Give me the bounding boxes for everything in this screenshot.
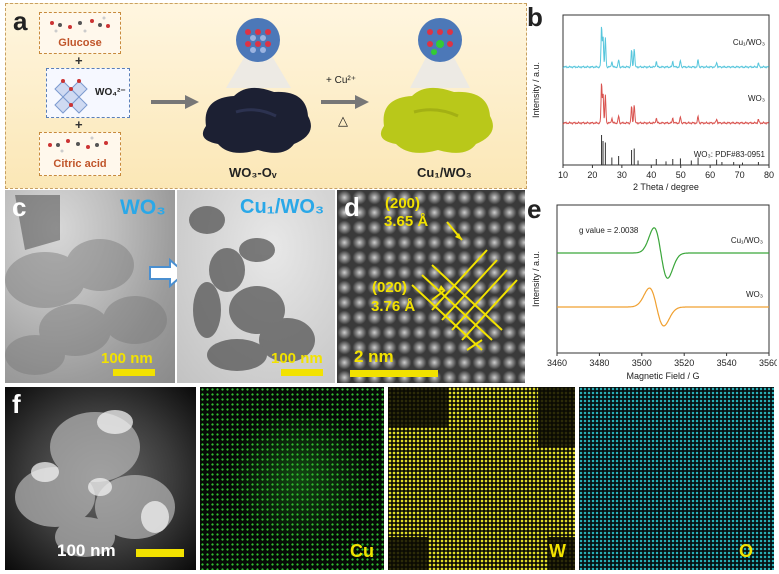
epr-x-tick-label: 3500	[632, 358, 652, 368]
glucose-molecule-icon	[50, 16, 110, 33]
epr-y-axis-label: Intensity / a.u.	[531, 251, 541, 307]
lattice-fringe-overlay	[411, 221, 518, 351]
xrd-series-label: Cu₁/WO₃	[733, 38, 765, 47]
haadf-scalebar	[136, 549, 184, 557]
hrtem-plane-020: (020)	[372, 279, 408, 296]
epr-g-value-annotation: g value = 2.0038	[579, 226, 639, 235]
xrd-x-axis-label: 2 Theta / degree	[633, 182, 699, 192]
xrd-chart: 10 20 30 40 50 60 70 80 2 Theta / degree Intensit…	[531, 14, 774, 192]
haadf-scale-label: 100 nm	[57, 541, 116, 560]
hrtem-spacing-200: 3.65 Å	[384, 213, 429, 230]
xrd-series-label: WO₃	[748, 94, 765, 103]
hrtem-spacing-020: 3.76 Å	[371, 298, 416, 315]
cu1-wo3-nanosheet-icon	[380, 18, 493, 153]
tungstate-label: WO₄²⁻	[95, 87, 126, 98]
tem-cu1-wo3-scale-label: 100 nm	[271, 350, 323, 367]
haadf-particles-icon	[15, 410, 175, 557]
eds-map-o: O	[579, 387, 774, 570]
haadf-image: f 100 nm	[5, 387, 196, 570]
glucose-label: Glucose	[58, 37, 102, 49]
xrd-x-tick-label: 40	[646, 170, 656, 180]
hrtem-image: d (200) 3.65 Å (020) 3.76 Å 2 nm	[337, 190, 525, 383]
eds-o-label: O	[739, 541, 754, 561]
epr-series-label: Cu₁/WO₃	[731, 236, 763, 245]
citric-acid-label: Citric acid	[53, 158, 107, 170]
epr-series-line-wo3	[557, 287, 769, 327]
eds-cu-label: Cu	[350, 541, 374, 561]
heat-symbol: △	[338, 113, 348, 128]
panel-letter-f: f	[12, 389, 21, 419]
eds-map-w: W	[388, 387, 575, 570]
xrd-x-tick-label: 70	[735, 170, 745, 180]
xrd-x-tick-label: 60	[705, 170, 715, 180]
eds-w-label: W	[549, 541, 566, 561]
xrd-x-tick-label: 10	[558, 170, 568, 180]
panel-letter-c: c	[12, 192, 27, 222]
hrtem-scale-label: 2 nm	[354, 347, 394, 366]
cu1-wo3-nanosheets-icon	[189, 206, 315, 371]
tungstate-box: WO₄²⁻	[46, 68, 130, 118]
epr-x-tick-label: 3560	[759, 358, 777, 368]
plus-sign-1: +	[75, 53, 83, 68]
plus-sign-2: +	[75, 117, 83, 132]
panel-letter-b: b	[527, 2, 543, 32]
tem-cu1-wo3-label: Cu₁/WO₃	[240, 196, 325, 218]
wo3-nanosheets-icon	[5, 195, 167, 375]
epr-x-tick-label: 3480	[589, 358, 609, 368]
epr-plot-frame	[556, 204, 770, 354]
tungstate-octahedra-icon	[54, 79, 88, 114]
xrd-x-tick-label: 30	[617, 170, 627, 180]
eds-cu-density	[230, 407, 370, 547]
xrd-x-tick-label: 80	[764, 170, 774, 180]
tem-cu1-wo3-scalebar	[281, 369, 323, 376]
xrd-reference-label: WO₃: PDF#83-0951	[694, 150, 766, 159]
xrd-series-line-wo3	[562, 83, 769, 125]
glucose-box: Glucose	[39, 12, 121, 54]
panel-letter-e: e	[527, 194, 542, 224]
tem-wo3-scale-label: 100 nm	[101, 350, 153, 367]
tem-wo3-label: WO₃	[120, 196, 166, 219]
epr-series-line-cu1-wo3	[557, 227, 769, 279]
panel-letter-a: a	[13, 6, 28, 36]
xrd-series-line-cu1-wo3	[562, 26, 769, 69]
reagent-label: + Cu²⁺	[326, 75, 357, 86]
hrtem-scalebar	[350, 370, 438, 377]
tem-wo3-scalebar	[113, 369, 155, 376]
reaction-arrow-icon	[321, 95, 369, 109]
epr-x-tick-label: 3520	[674, 358, 694, 368]
wo3-ov-nanosheet-icon	[202, 18, 311, 153]
xrd-y-axis-label: Intensity / a.u.	[531, 62, 541, 118]
epr-x-axis-label: Magnetic Field / G	[626, 371, 699, 381]
process-arrow-icon	[151, 95, 199, 109]
epr-chart: 3460 3480 3500 3520 3540 3560 Magnetic Field /…	[531, 204, 777, 381]
xrd-x-tick-label: 50	[676, 170, 686, 180]
tem-image-wo3: c WO₃ 100 nm	[5, 190, 175, 383]
epr-x-tick-label: 3540	[717, 358, 737, 368]
eds-map-cu: Cu	[200, 387, 384, 570]
cu1-wo3-label: Cu₁/WO₃	[417, 165, 472, 180]
hrtem-plane-200: (200)	[385, 195, 421, 212]
epr-series-label: WO₃	[746, 290, 763, 299]
xrd-x-tick-label: 20	[587, 170, 597, 180]
schematic-panel: a Glucose + WO₄²⁻ + Citric acid	[5, 3, 527, 189]
citric-acid-box: Citric acid	[39, 132, 121, 176]
wo3-ov-label: WO₃-Oᵥ	[229, 165, 277, 180]
w-density-overlay	[388, 387, 575, 570]
panel-letter-d: d	[344, 192, 360, 222]
citric-acid-molecule-icon	[48, 136, 108, 153]
epr-x-tick-label: 3460	[547, 358, 567, 368]
tem-image-cu1-wo3: Cu₁/WO₃ 100 nm	[177, 190, 335, 383]
